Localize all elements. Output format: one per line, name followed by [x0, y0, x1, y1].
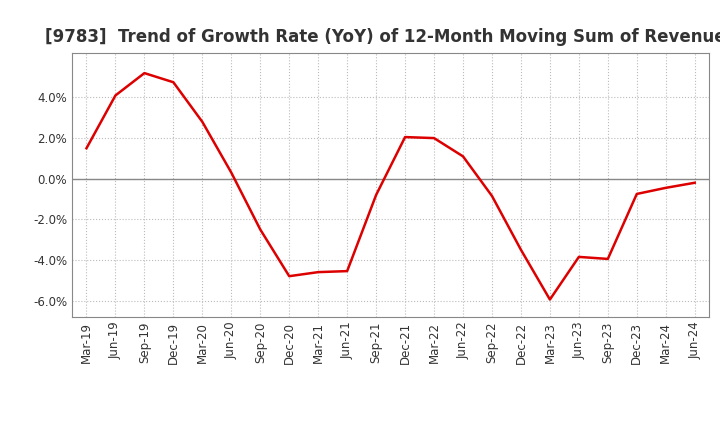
- Title: [9783]  Trend of Growth Rate (YoY) of 12-Month Moving Sum of Revenues: [9783] Trend of Growth Rate (YoY) of 12-…: [45, 28, 720, 46]
